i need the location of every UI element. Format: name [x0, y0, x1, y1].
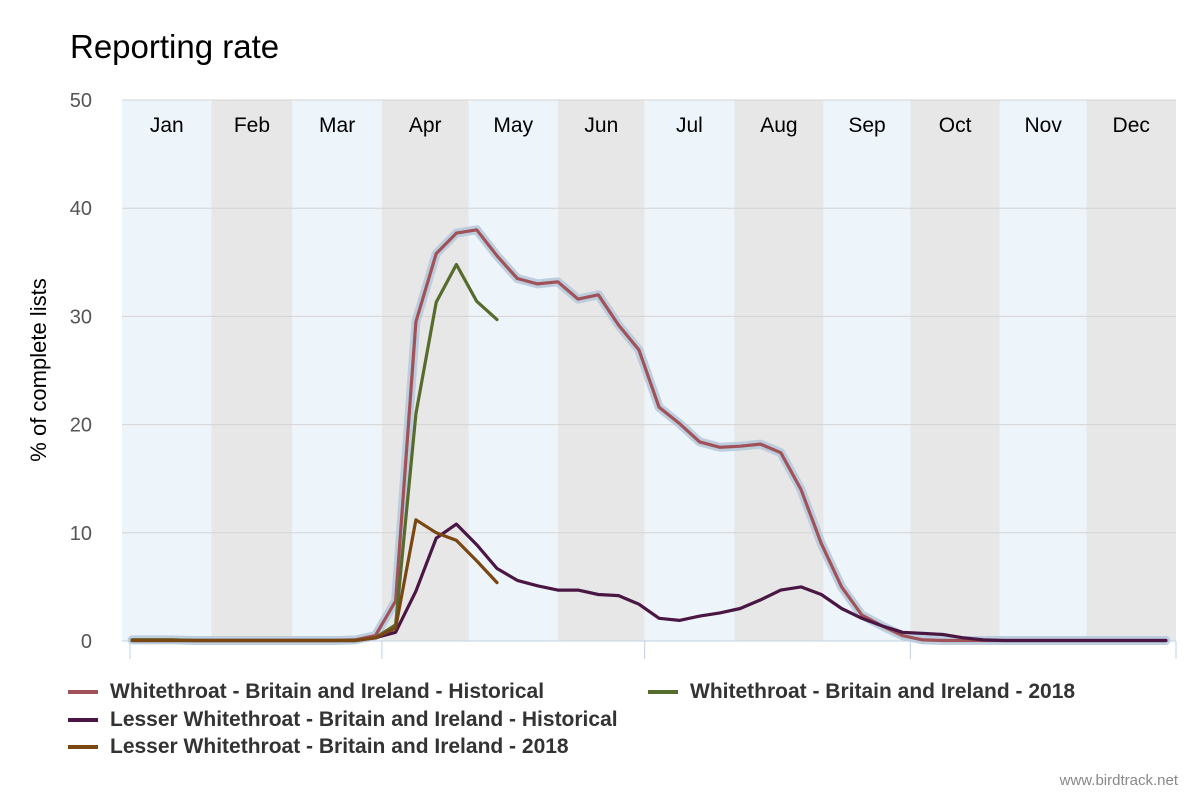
legend-label: Whitethroat - Britain and Ireland - Hist… — [110, 680, 545, 703]
y-tick-label: 50 — [70, 90, 92, 112]
month-band-jul — [644, 100, 735, 641]
month-label-feb: Feb — [234, 114, 270, 137]
y-tick-label: 40 — [70, 198, 92, 220]
legend-item-lesser-whitethroat-historical[interactable]: Lesser Whitethroat - Britain and Ireland… — [68, 707, 618, 733]
y-axis-label: % of complete lists — [26, 278, 51, 461]
month-label-mar: Mar — [319, 114, 355, 137]
month-band-may — [468, 100, 559, 641]
legend-label: Lesser Whitethroat - Britain and Ireland… — [110, 708, 618, 731]
month-band-jun — [558, 100, 645, 641]
month-label-jun: Jun — [584, 114, 618, 137]
month-label-may: May — [493, 114, 533, 137]
series-line-3 — [130, 518, 499, 643]
legend-swatch — [648, 690, 678, 694]
legend-label: Lesser Whitethroat - Britain and Ireland… — [110, 735, 569, 758]
legend-swatch — [68, 745, 98, 749]
month-label-dec: Dec — [1113, 114, 1150, 137]
y-tick-label: 20 — [70, 415, 92, 437]
month-band-aug — [734, 100, 824, 641]
y-tick-label: 10 — [70, 523, 92, 545]
y-tick-label: 30 — [70, 306, 92, 328]
legend-item-lesser-whitethroat-2018[interactable]: Lesser Whitethroat - Britain and Ireland… — [68, 734, 569, 760]
legend-item-whitethroat-historical[interactable]: Whitethroat - Britain and Ireland - Hist… — [68, 679, 544, 705]
month-label-apr: Apr — [409, 114, 442, 137]
month-label-sep: Sep — [848, 114, 885, 137]
legend-label: Whitethroat - Britain and Ireland - 2018 — [690, 680, 1076, 703]
legend-swatch — [68, 690, 98, 694]
legend-item-whitethroat-2018[interactable]: Whitethroat - Britain and Ireland - 2018 — [648, 679, 1075, 705]
month-band-nov — [999, 100, 1087, 641]
month-label-jan: Jan — [150, 114, 184, 137]
month-band-feb — [211, 100, 293, 641]
month-label-oct: Oct — [939, 114, 972, 137]
y-tick-label: 0 — [81, 631, 92, 653]
legend-swatch — [68, 718, 98, 722]
credit-text: www.birdtrack.net — [1059, 772, 1178, 789]
month-label-jul: Jul — [676, 114, 703, 137]
month-label-aug: Aug — [760, 114, 797, 137]
month-band-mar — [292, 100, 382, 641]
month-label-nov: Nov — [1024, 114, 1062, 137]
month-band-dec — [1086, 100, 1176, 641]
month-band-sep — [823, 100, 911, 641]
month-band-oct — [910, 100, 1000, 641]
month-band-jan — [122, 100, 212, 641]
chart-title: Reporting rate — [70, 28, 280, 65]
